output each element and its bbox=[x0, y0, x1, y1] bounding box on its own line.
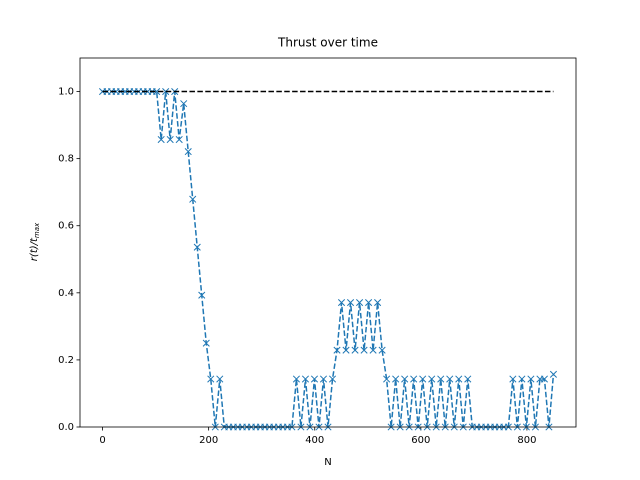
x-axis-label: N bbox=[324, 457, 331, 468]
data-point bbox=[540, 375, 548, 383]
data-point bbox=[464, 375, 472, 383]
data-point bbox=[157, 135, 165, 144]
data-point bbox=[207, 375, 215, 383]
data-point bbox=[310, 375, 319, 383]
y-tick-label: 0.2 bbox=[58, 355, 74, 366]
data-point bbox=[351, 346, 359, 354]
data-point bbox=[346, 298, 355, 307]
data-point bbox=[378, 346, 386, 354]
data-point bbox=[301, 375, 310, 383]
y-label-main: r(t)/t bbox=[29, 237, 40, 261]
x-tick-label: 400 bbox=[305, 435, 324, 446]
data-point bbox=[342, 346, 350, 354]
data-point bbox=[369, 346, 377, 354]
data-point bbox=[216, 375, 224, 383]
data-point bbox=[374, 298, 382, 307]
x-tick-label: 600 bbox=[411, 435, 430, 446]
data-point bbox=[193, 243, 201, 251]
data-point bbox=[180, 100, 188, 108]
data-point bbox=[401, 375, 409, 383]
data-line bbox=[102, 90, 555, 428]
data-point bbox=[383, 375, 391, 383]
data-point bbox=[509, 375, 517, 383]
data-point bbox=[198, 291, 206, 299]
data-point bbox=[319, 375, 328, 383]
data-point bbox=[166, 135, 174, 144]
y-axis-label: r(t)/tmax bbox=[29, 222, 41, 261]
y-label-sub: max bbox=[33, 222, 41, 238]
data-point bbox=[518, 375, 526, 383]
data-point bbox=[162, 87, 170, 96]
data-point bbox=[410, 375, 418, 383]
y-tick-label: 0.6 bbox=[58, 221, 74, 232]
data-point bbox=[184, 148, 192, 156]
y-tick-label: 1.0 bbox=[58, 87, 74, 98]
x-tick-label: 200 bbox=[199, 435, 218, 446]
data-point bbox=[428, 375, 436, 383]
data-point bbox=[419, 375, 427, 383]
data-point bbox=[455, 375, 463, 383]
data-point bbox=[392, 375, 400, 383]
data-point bbox=[175, 135, 183, 144]
data-point bbox=[337, 298, 346, 307]
data-point bbox=[189, 195, 197, 203]
x-tick-label: 800 bbox=[517, 435, 536, 446]
data-point bbox=[202, 339, 210, 347]
data-point bbox=[153, 87, 161, 96]
data-point bbox=[549, 370, 558, 378]
y-tick-label: 0.0 bbox=[58, 422, 74, 433]
y-tick-label: 0.8 bbox=[58, 154, 74, 165]
data-point bbox=[333, 346, 341, 354]
data-point bbox=[328, 375, 337, 383]
data-point bbox=[360, 346, 368, 354]
x-tick-label: 0 bbox=[99, 435, 105, 446]
data-point bbox=[446, 375, 454, 383]
chart-title: Thrust over time bbox=[277, 36, 378, 50]
data-point bbox=[365, 298, 373, 307]
plot-frame bbox=[79, 57, 577, 428]
data-point bbox=[356, 298, 364, 307]
data-point bbox=[527, 375, 535, 383]
data-point bbox=[437, 375, 445, 383]
data-point bbox=[292, 375, 300, 383]
y-tick-label: 0.4 bbox=[58, 288, 74, 299]
